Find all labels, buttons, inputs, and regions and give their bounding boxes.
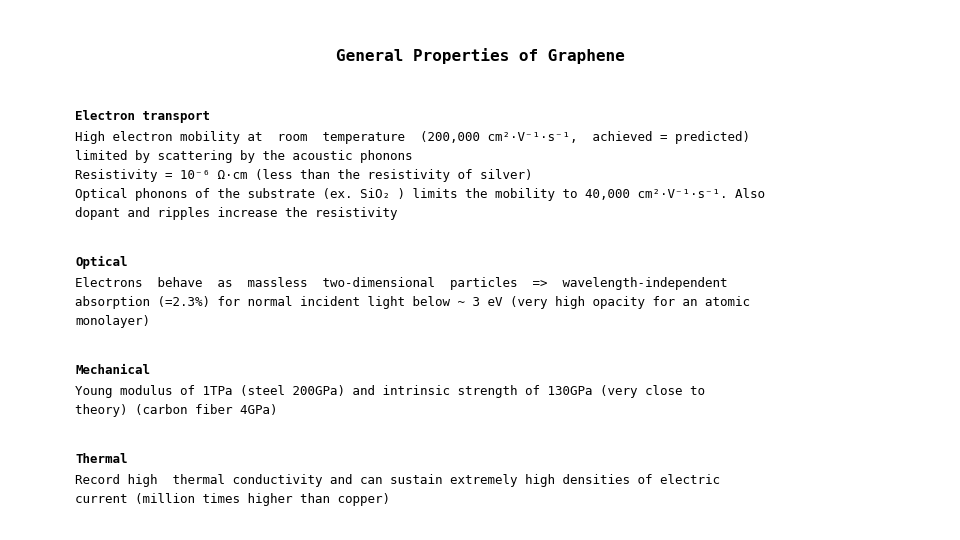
Text: Electron transport: Electron transport	[75, 110, 210, 123]
Text: Thermal: Thermal	[75, 453, 128, 466]
Text: Optical phonons of the substrate (ex. SiO₂ ) limits the mobility to 40,000 cm²·V: Optical phonons of the substrate (ex. Si…	[75, 188, 765, 201]
Text: Young modulus of 1TPa (steel 200GPa) and intrinsic strength of 130GPa (very clos: Young modulus of 1TPa (steel 200GPa) and…	[75, 385, 705, 398]
Text: limited by scattering by the acoustic phonons: limited by scattering by the acoustic ph…	[75, 150, 413, 163]
Text: monolayer): monolayer)	[75, 315, 150, 328]
Text: absorption (=2.3%) for normal incident light below ~ 3 eV (very high opacity for: absorption (=2.3%) for normal incident l…	[75, 296, 750, 309]
Text: theory) (carbon fiber 4GPa): theory) (carbon fiber 4GPa)	[75, 404, 277, 417]
Text: Optical: Optical	[75, 256, 128, 269]
Text: Electrons  behave  as  massless  two-dimensional  particles  =>  wavelength-inde: Electrons behave as massless two-dimensi…	[75, 277, 728, 290]
Text: General Properties of Graphene: General Properties of Graphene	[336, 48, 624, 64]
Text: dopant and ripples increase the resistivity: dopant and ripples increase the resistiv…	[75, 207, 397, 220]
Text: Mechanical: Mechanical	[75, 364, 150, 377]
Text: Record high  thermal conductivity and can sustain extremely high densities of el: Record high thermal conductivity and can…	[75, 474, 720, 487]
Text: High electron mobility at  room  temperature  (200,000 cm²·V⁻¹·s⁻¹,  achieved = : High electron mobility at room temperatu…	[75, 131, 750, 144]
Text: Resistivity = 10⁻⁶ Ω·cm (less than the resistivity of silver): Resistivity = 10⁻⁶ Ω·cm (less than the r…	[75, 169, 533, 182]
Text: current (million times higher than copper): current (million times higher than coppe…	[75, 493, 390, 506]
